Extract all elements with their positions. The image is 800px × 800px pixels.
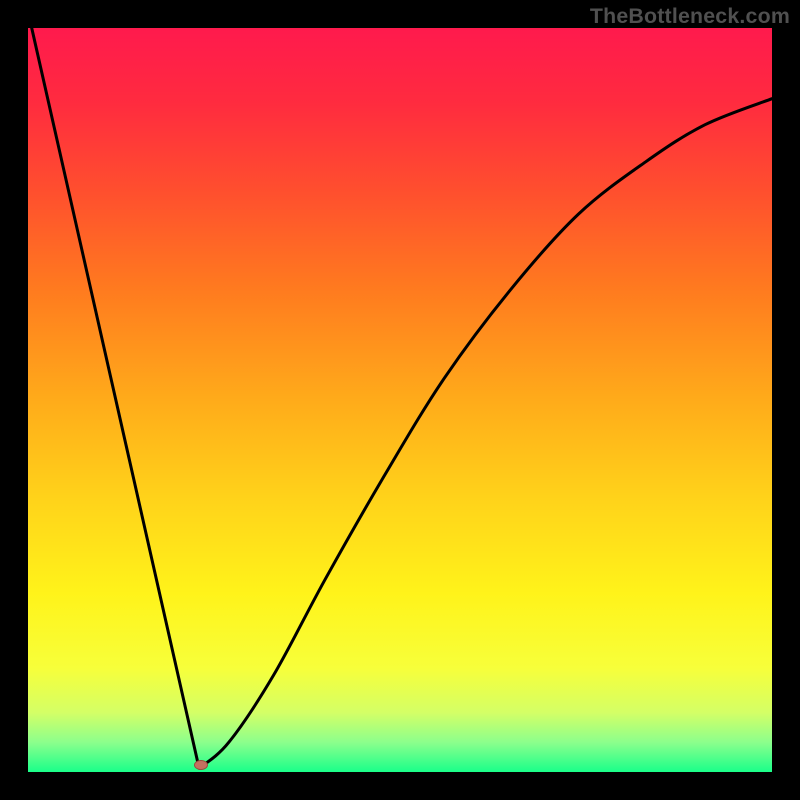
- curve-layer: [28, 28, 772, 772]
- bottleneck-curve: [32, 28, 772, 768]
- watermark-text: TheBottleneck.com: [590, 4, 790, 29]
- plot-region: [28, 28, 772, 772]
- minimum-marker: [194, 760, 208, 770]
- chart-frame: TheBottleneck.com: [0, 0, 800, 800]
